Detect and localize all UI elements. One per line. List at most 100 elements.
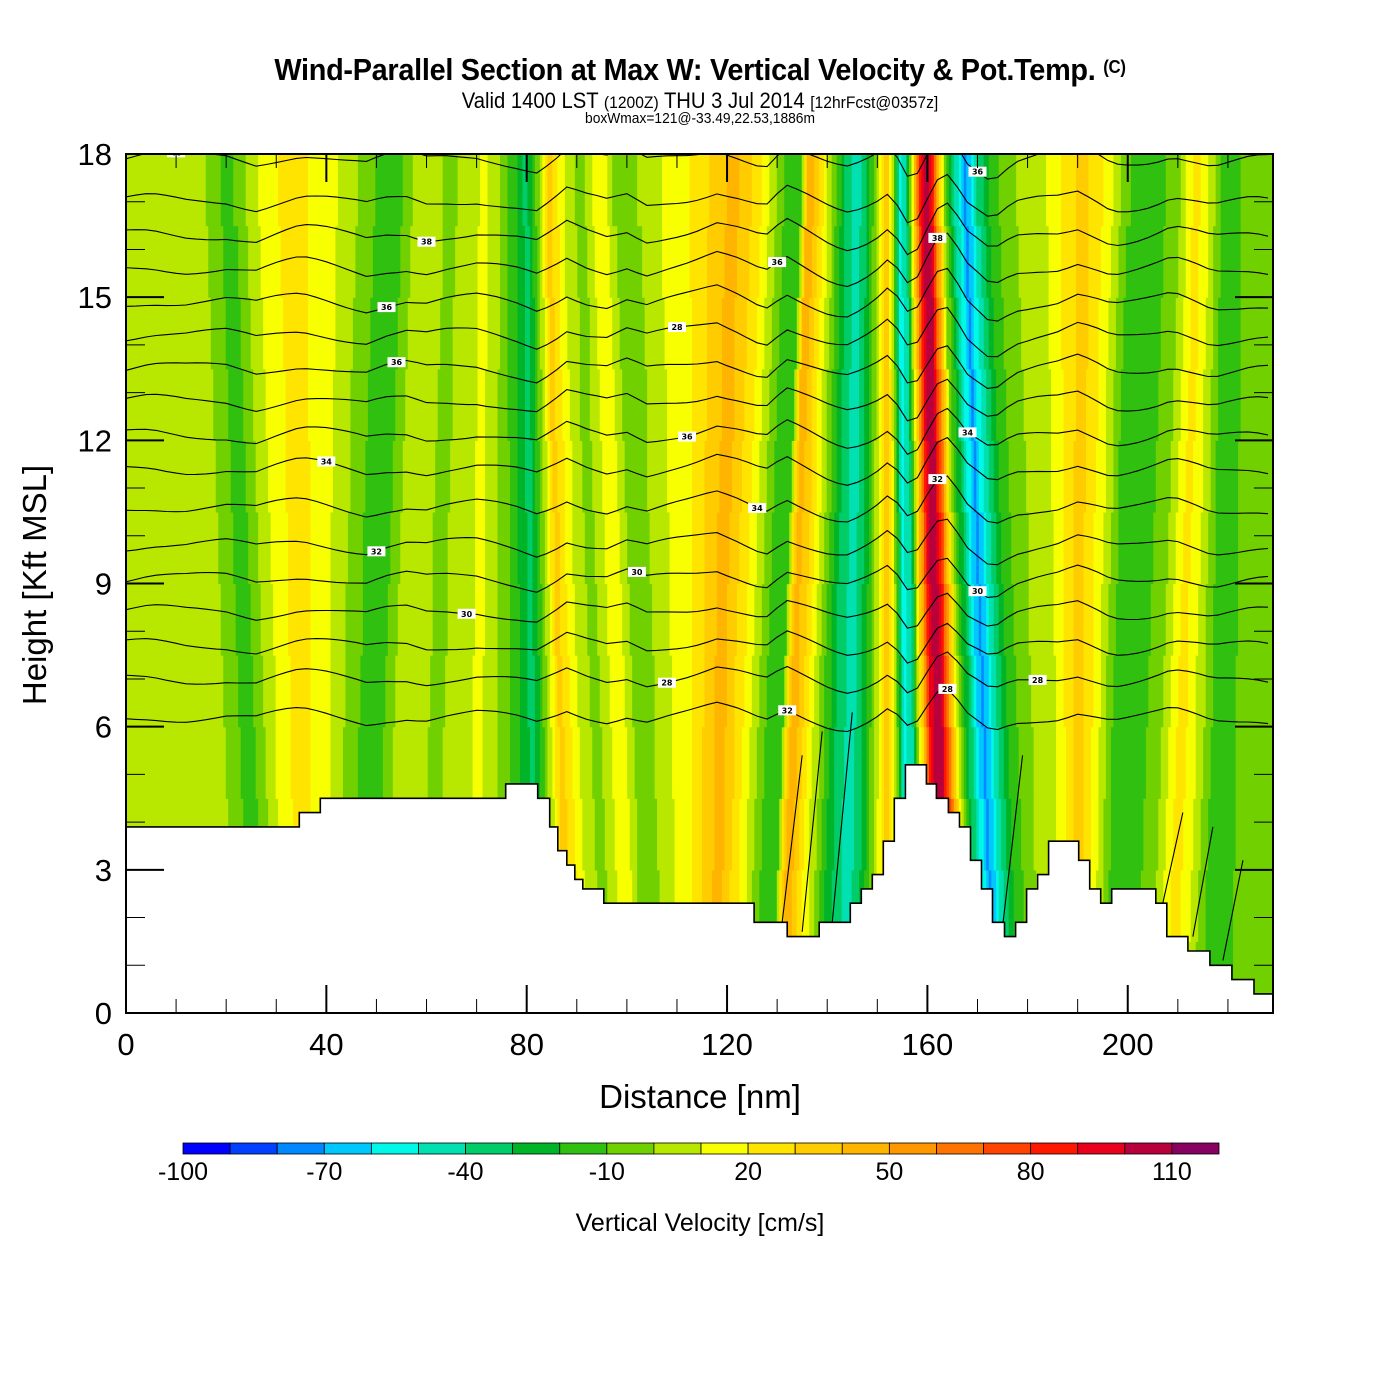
- velocity-cell: [876, 368, 880, 441]
- velocity-cell: [140, 583, 145, 656]
- velocity-cell: [784, 726, 788, 799]
- velocity-cell: [1240, 511, 1244, 585]
- velocity-cell: [776, 655, 780, 728]
- velocity-cell: [280, 225, 284, 298]
- velocity-cell: [397, 583, 401, 656]
- velocity-cell: [295, 511, 299, 585]
- velocity-cell: [846, 440, 850, 513]
- velocity-cell: [288, 655, 292, 728]
- velocity-cell: [716, 297, 721, 370]
- velocity-cell: [143, 440, 147, 513]
- velocity-cell: [148, 655, 152, 728]
- velocity-cell: [410, 297, 414, 370]
- velocity-cell: [519, 511, 524, 585]
- velocity-cell: [1215, 368, 1219, 441]
- velocity-cell: [614, 583, 618, 656]
- velocity-cell: [1185, 297, 1189, 370]
- velocity-cell: [1153, 511, 1157, 585]
- velocity-cell: [764, 511, 768, 585]
- velocity-cell: [432, 511, 436, 585]
- velocity-cell: [1068, 655, 1072, 728]
- velocity-cell: [948, 726, 952, 799]
- velocity-cell: [704, 655, 708, 728]
- velocity-cell: [627, 225, 631, 298]
- velocity-cell: [442, 225, 446, 298]
- velocity-cell: [1190, 655, 1194, 728]
- velocity-cell: [776, 583, 780, 656]
- velocity-cell: [604, 225, 608, 298]
- velocity-cell: [831, 655, 835, 728]
- velocity-cell: [430, 511, 434, 585]
- velocity-cell: [362, 655, 366, 728]
- velocity-cell: [587, 583, 591, 656]
- velocity-cell: [517, 440, 521, 513]
- velocity-cell: [746, 798, 750, 871]
- velocity-cell: [126, 297, 130, 370]
- velocity-cell: [1128, 798, 1132, 871]
- velocity-cell: [265, 655, 269, 728]
- velocity-cell: [245, 655, 249, 728]
- velocity-cell: [160, 368, 164, 441]
- velocity-cell: [662, 655, 666, 728]
- velocity-cell: [881, 511, 885, 585]
- velocity-cell: [569, 511, 573, 585]
- velocity-cell: [534, 297, 539, 370]
- velocity-cell: [382, 225, 386, 298]
- velocity-cell: [589, 440, 593, 513]
- velocity-cell: [1263, 583, 1267, 656]
- velocity-cell: [946, 511, 950, 585]
- velocity-cell: [1223, 440, 1227, 513]
- velocity-cell: [943, 511, 947, 585]
- velocity-cell: [619, 798, 623, 871]
- velocity-cell: [677, 583, 681, 656]
- velocity-cell: [163, 583, 167, 656]
- velocity-cell: [1220, 440, 1224, 513]
- velocity-cell: [126, 368, 130, 441]
- velocity-cell: [397, 726, 401, 799]
- velocity-cell: [557, 440, 561, 513]
- velocity-cell: [844, 583, 848, 656]
- velocity-cell: [1240, 655, 1244, 728]
- velocity-cell: [836, 869, 840, 943]
- velocity-cell: [1195, 368, 1199, 441]
- velocity-cell: [1003, 726, 1007, 799]
- velocity-cell: [1150, 440, 1154, 513]
- velocity-cell: [692, 225, 696, 298]
- velocity-cell: [1071, 511, 1075, 585]
- velocity-cell: [682, 655, 686, 728]
- velocity-cell: [1133, 297, 1137, 370]
- velocity-cell: [769, 511, 773, 585]
- velocity-cell: [819, 655, 823, 728]
- velocity-cell: [1110, 655, 1115, 728]
- velocity-cell: [821, 655, 825, 728]
- velocity-cell: [801, 511, 805, 585]
- velocity-cell: [228, 511, 232, 585]
- velocity-cell: [549, 368, 553, 441]
- velocity-cell: [547, 225, 551, 298]
- velocity-cell: [180, 368, 184, 441]
- velocity-cell: [470, 297, 474, 370]
- velocity-cell: [392, 225, 396, 298]
- velocity-cell: [1183, 583, 1187, 656]
- velocity-cell: [951, 368, 955, 441]
- velocity-cell: [534, 368, 539, 441]
- velocity-cell: [268, 297, 272, 370]
- velocity-cell: [1248, 798, 1252, 871]
- velocity-cell: [1038, 798, 1042, 871]
- velocity-cell: [1250, 726, 1254, 799]
- velocity-cell: [529, 511, 534, 585]
- velocity-cell: [298, 440, 302, 513]
- velocity-cell: [1016, 655, 1020, 728]
- velocity-cell: [622, 225, 626, 298]
- velocity-cell: [791, 440, 795, 513]
- velocity-cell: [225, 655, 229, 728]
- velocity-cell: [1135, 440, 1139, 513]
- velocity-cell: [1235, 368, 1239, 441]
- velocity-cell: [529, 726, 534, 799]
- velocity-cell: [1038, 440, 1042, 513]
- velocity-cell: [417, 583, 421, 656]
- velocity-cell: [901, 655, 905, 728]
- velocity-cell: [622, 297, 626, 370]
- velocity-cell: [218, 726, 222, 799]
- velocity-cell: [427, 225, 431, 298]
